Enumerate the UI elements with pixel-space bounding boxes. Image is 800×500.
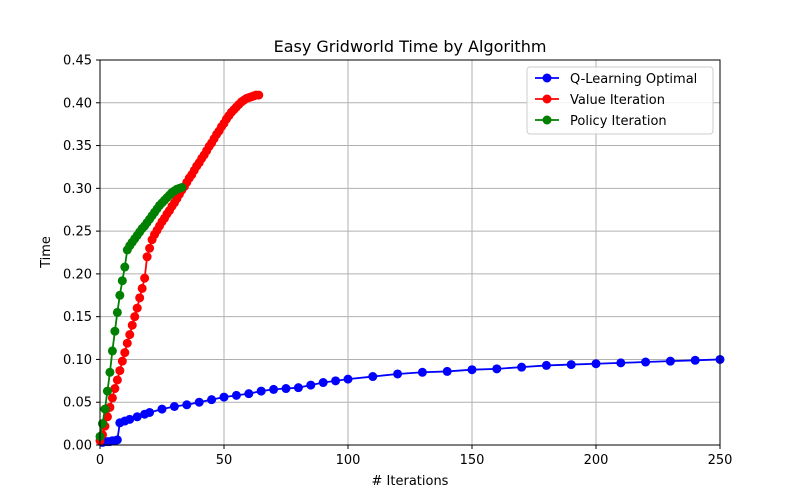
data-point-value-iteration xyxy=(122,338,132,348)
series-value-iteration xyxy=(95,90,264,446)
data-point-value-iteration xyxy=(110,384,120,394)
data-point-policy-iteration xyxy=(112,307,122,317)
data-point-q-learning-optimal xyxy=(616,358,626,368)
y-axis-title: Time xyxy=(39,236,54,269)
data-point-q-learning-optimal xyxy=(125,414,135,424)
data-point-q-learning-optimal xyxy=(194,397,204,407)
legend-marker-q-learning xyxy=(542,73,552,83)
x-axis-title: # Iterations xyxy=(372,474,449,489)
legend-marker-value-iteration xyxy=(542,94,552,104)
data-point-q-learning-optimal xyxy=(641,357,651,367)
data-point-q-learning-optimal xyxy=(281,384,291,394)
data-point-value-iteration xyxy=(140,273,150,283)
y-tick-label: 0.30 xyxy=(63,182,92,197)
data-point-q-learning-optimal xyxy=(182,400,192,410)
y-tick-label: 0.45 xyxy=(63,54,92,69)
data-point-q-learning-optimal xyxy=(231,390,241,400)
data-point-q-learning-optimal xyxy=(112,435,122,445)
data-point-q-learning-optimal xyxy=(306,380,316,390)
data-point-q-learning-optimal xyxy=(566,360,576,370)
data-point-value-iteration xyxy=(137,283,147,293)
legend-label-q-learning: Q-Learning Optimal xyxy=(570,72,697,87)
data-point-value-iteration xyxy=(117,356,127,366)
data-point-q-learning-optimal xyxy=(207,395,217,405)
x-tick-label: 150 xyxy=(460,453,485,468)
data-point-q-learning-optimal xyxy=(293,383,303,393)
data-point-q-learning-optimal xyxy=(442,366,452,376)
data-point-q-learning-optimal xyxy=(517,362,527,372)
y-tick-label: 0.15 xyxy=(63,310,92,325)
data-point-q-learning-optimal xyxy=(393,369,403,379)
data-point-q-learning-optimal xyxy=(690,355,700,365)
legend: Q-Learning Optimal Value Iteration Polic… xyxy=(526,66,714,135)
legend-marker-policy-iteration xyxy=(542,115,552,125)
x-tick-label: 200 xyxy=(584,453,609,468)
data-point-q-learning-optimal xyxy=(169,402,179,411)
data-point-q-learning-optimal xyxy=(368,372,378,382)
data-point-q-learning-optimal xyxy=(132,412,142,422)
data-point-value-iteration xyxy=(254,90,264,100)
data-point-value-iteration xyxy=(112,375,122,385)
data-point-q-learning-optimal xyxy=(269,384,279,394)
y-tick-label: 0.20 xyxy=(63,267,92,282)
data-point-policy-iteration xyxy=(120,262,130,272)
data-point-policy-iteration xyxy=(102,386,112,396)
data-point-policy-iteration xyxy=(97,419,107,429)
data-point-q-learning-optimal xyxy=(467,365,477,375)
data-point-value-iteration xyxy=(125,330,135,340)
data-point-value-iteration xyxy=(130,312,140,322)
data-point-policy-iteration xyxy=(110,326,120,336)
data-point-value-iteration xyxy=(145,243,155,253)
y-tick-label: 0.00 xyxy=(63,439,92,454)
data-point-q-learning-optimal xyxy=(591,359,601,369)
data-point-value-iteration xyxy=(132,303,142,313)
data-point-q-learning-optimal xyxy=(331,376,341,386)
data-point-q-learning-optimal xyxy=(417,367,427,377)
data-point-value-iteration xyxy=(120,348,130,358)
y-tick-label: 0.35 xyxy=(63,139,92,154)
data-point-policy-iteration xyxy=(117,276,127,286)
data-point-value-iteration xyxy=(107,393,117,403)
data-point-q-learning-optimal xyxy=(541,360,551,370)
data-point-policy-iteration xyxy=(100,404,110,414)
data-point-policy-iteration xyxy=(115,290,125,300)
data-point-q-learning-optimal xyxy=(145,407,155,417)
chart-title: Easy Gridworld Time by Algorithm xyxy=(274,37,547,56)
legend-label-value-iteration: Value Iteration xyxy=(570,93,665,108)
x-tick-label: 0 xyxy=(96,453,104,468)
data-point-policy-iteration xyxy=(105,367,115,377)
data-point-value-iteration xyxy=(142,252,152,262)
data-point-policy-iteration xyxy=(107,346,117,356)
y-tick-label: 0.25 xyxy=(63,225,92,240)
x-tick-label: 50 xyxy=(216,453,233,468)
data-point-value-iteration xyxy=(102,412,112,422)
data-point-q-learning-optimal xyxy=(157,404,167,414)
y-tick-label: 0.10 xyxy=(63,353,92,368)
data-point-q-learning-optimal xyxy=(219,392,229,402)
legend-label-policy-iteration: Policy Iteration xyxy=(570,114,667,129)
data-point-policy-iteration xyxy=(177,182,187,192)
data-point-q-learning-optimal xyxy=(256,386,266,396)
data-point-value-iteration xyxy=(115,366,125,376)
data-point-value-iteration xyxy=(127,320,137,330)
data-point-q-learning-optimal xyxy=(343,374,353,384)
x-tick-label: 100 xyxy=(336,453,361,468)
legend-box xyxy=(526,66,714,135)
data-point-q-learning-optimal xyxy=(665,356,675,366)
y-tick-label: 0.40 xyxy=(63,96,92,111)
x-tick-label: 250 xyxy=(708,453,733,468)
data-point-q-learning-optimal xyxy=(318,378,328,388)
data-point-q-learning-optimal xyxy=(492,364,502,374)
y-tick-label: 0.05 xyxy=(63,396,92,411)
data-point-q-learning-optimal xyxy=(244,389,254,399)
data-point-value-iteration xyxy=(135,293,145,303)
plot-frame xyxy=(99,59,721,446)
axis-ticks: 0 50 100 150 200 250 0.00 0.05 0.10 0.15 0.20 0.25 0… xyxy=(63,54,732,469)
series-layer xyxy=(95,90,725,447)
series-policy-iteration xyxy=(95,182,187,441)
